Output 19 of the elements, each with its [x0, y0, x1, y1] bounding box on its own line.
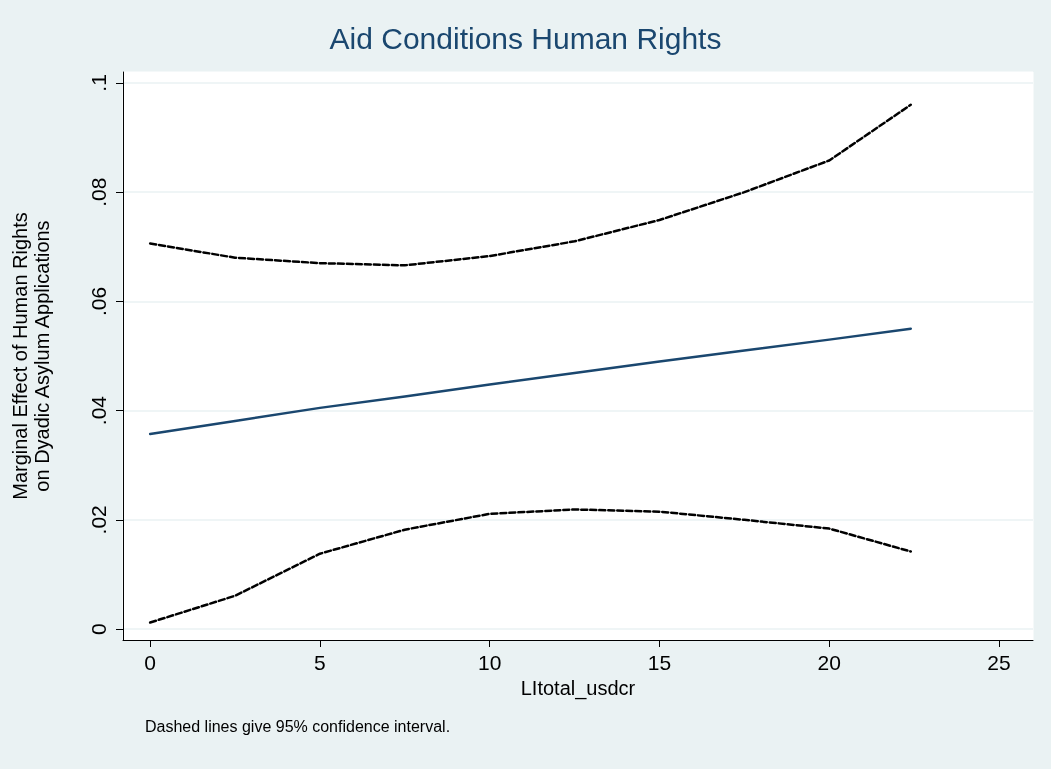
chart-title: Aid Conditions Human Rights [329, 21, 722, 55]
y-tick-label: .08 [87, 177, 110, 207]
x-tick-label: 10 [478, 651, 502, 674]
y-tick-label: .06 [87, 286, 110, 316]
line-series [148, 327, 913, 436]
x-tick-label: 15 [647, 651, 672, 674]
y-tick-label: 0 [87, 623, 110, 635]
x-tick-label: 5 [314, 651, 326, 674]
x-tick-label: 0 [144, 651, 157, 674]
x-axis-title: LItotal_usdcr [520, 676, 636, 700]
x-tick-label: 25 [987, 651, 1011, 674]
y-tick-label: .1 [87, 74, 110, 92]
line-series [148, 508, 913, 624]
line-series [148, 103, 913, 267]
text: Dashed lines give 95% confidence interval. [145, 717, 451, 735]
y-tick-label: .02 [87, 505, 110, 535]
y-tick-label: .04 [87, 395, 110, 426]
y-axis-title: Marginal Effect of Human Rights on Dyadic Asylum Applications [9, 212, 53, 500]
x-tick-label: 20 [817, 651, 841, 674]
